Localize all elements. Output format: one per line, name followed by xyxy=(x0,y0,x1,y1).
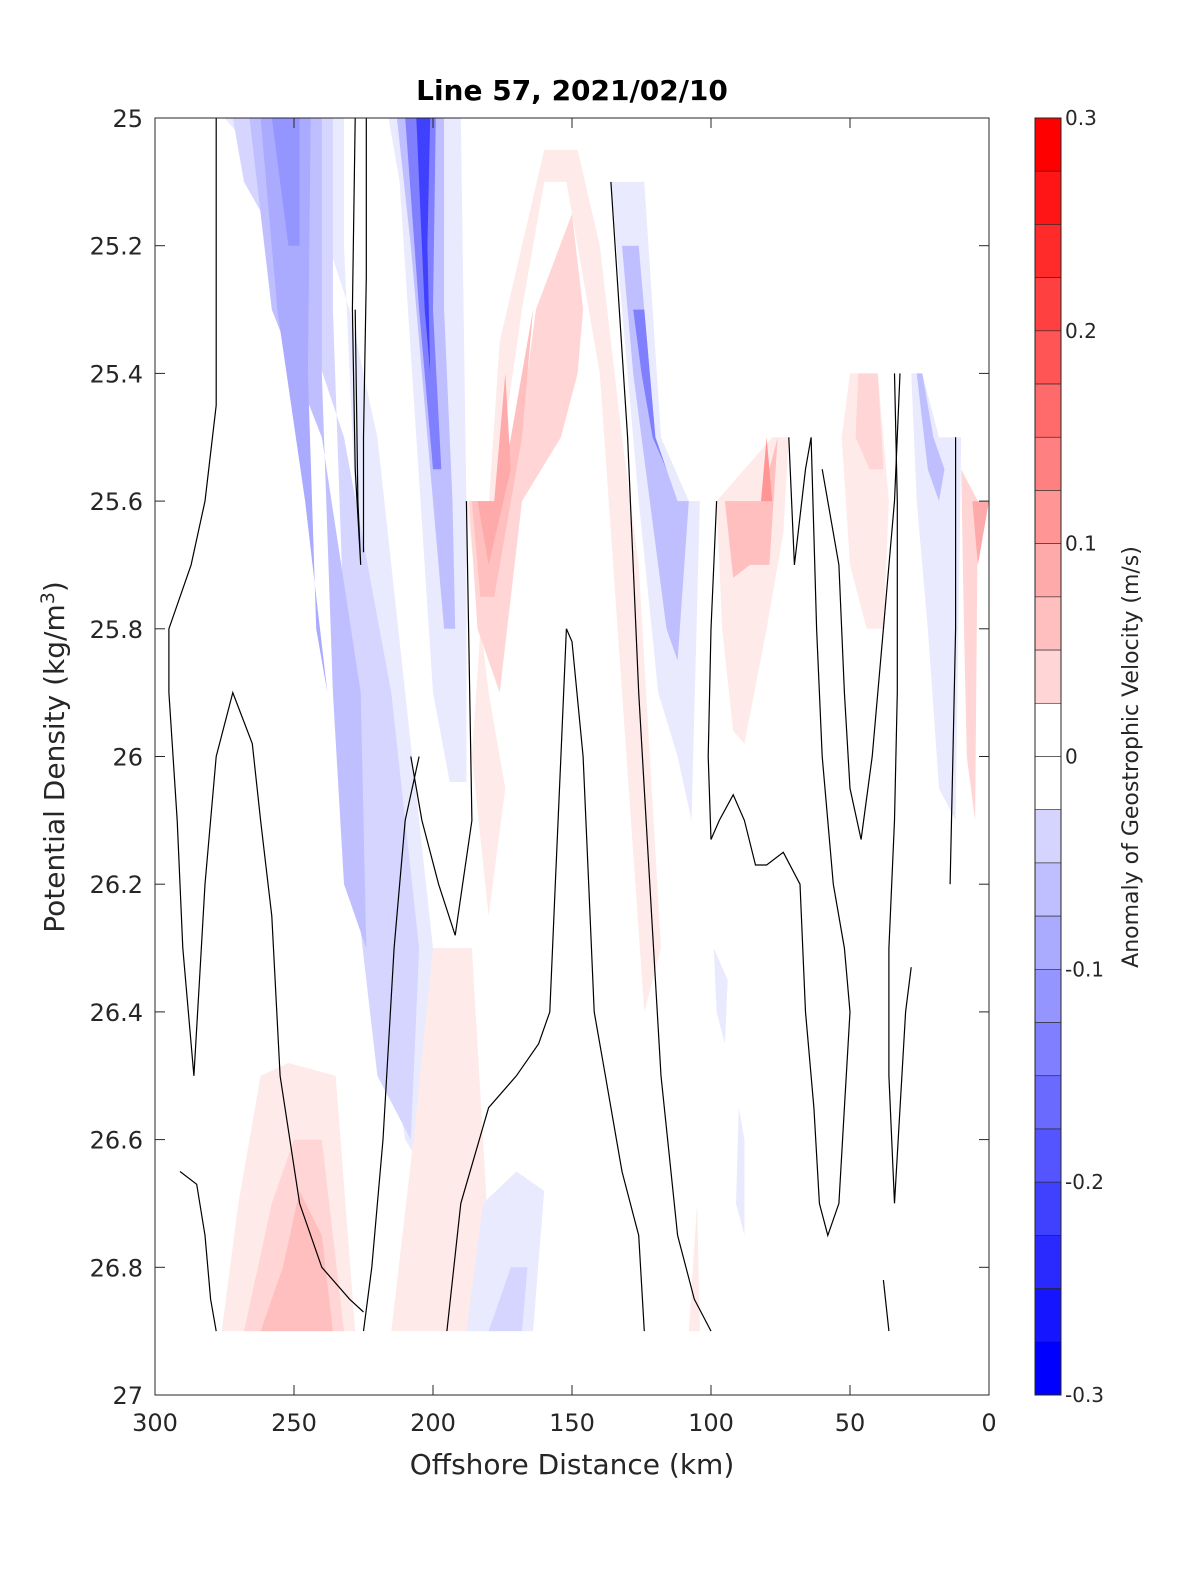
zero-contour-line xyxy=(351,118,362,565)
zero-contour-line xyxy=(168,118,364,1313)
colorbar-swatch xyxy=(1034,649,1062,704)
positive-anomaly-region xyxy=(466,149,661,1012)
y-tick-label: 26 xyxy=(112,744,143,772)
x-tick-label: 0 xyxy=(981,1409,996,1437)
zero-contour-line xyxy=(882,1280,890,1332)
colorbar-swatch xyxy=(1034,436,1062,491)
x-axis-label: Offshore Distance (km) xyxy=(410,1448,735,1481)
colorbar-swatch xyxy=(1034,756,1062,811)
y-tick-label: 25.8 xyxy=(90,616,143,644)
negative-anomaly-region xyxy=(260,118,328,693)
zero-contour-line xyxy=(410,501,473,936)
y-tick-label: 25 xyxy=(112,105,143,133)
colorbar-tick-label: -0.3 xyxy=(1065,1383,1104,1407)
colorbar-swatch xyxy=(1034,224,1062,278)
negative-anomaly-region xyxy=(713,948,728,1044)
positive-anomaly-region xyxy=(724,437,778,578)
colorbar-swatch xyxy=(1034,1181,1062,1236)
x-tick-label: 50 xyxy=(835,1409,866,1437)
positive-anomaly-region xyxy=(961,469,978,821)
y-axis: 25 25.2 25.4 25.6 25.8 26 26.2 26.4 26.6 26.8 27 xyxy=(90,105,989,1410)
zero-contour-line xyxy=(362,756,420,1332)
y-tick-label: 27 xyxy=(112,1382,143,1410)
y-tick-label: 26.6 xyxy=(90,1127,143,1155)
colorbar-tick-label: 0.2 xyxy=(1065,319,1097,343)
negative-anomaly-region xyxy=(633,309,667,470)
zero-contour-line xyxy=(821,373,901,840)
negative-anomaly-region xyxy=(232,118,420,1140)
y-axis-label: Potential Density (kg/m3) xyxy=(37,581,71,933)
colorbar-swatch xyxy=(1034,969,1062,1023)
y-tick-label: 25.2 xyxy=(90,233,143,261)
colorbar-swatch xyxy=(1034,330,1062,385)
y-tick-label: 26.8 xyxy=(90,1254,143,1282)
x-tick-label: 300 xyxy=(132,1409,178,1437)
y-tick-label: 25.4 xyxy=(90,360,143,388)
colorbar-swatch xyxy=(1034,490,1062,544)
y-axis-label-main: Potential Density (kg/m xyxy=(38,604,71,933)
negative-anomaly-region xyxy=(416,118,431,374)
positive-anomaly-region xyxy=(260,1190,333,1332)
negative-anomaly-region xyxy=(405,118,442,470)
y-axis-label-superscript: 3 xyxy=(37,592,59,604)
colorbar-tick-label: 0 xyxy=(1065,745,1078,769)
negative-anomaly-region xyxy=(271,118,300,246)
colorbar-swatch xyxy=(1034,1075,1062,1130)
colorbar-swatch xyxy=(1034,809,1062,864)
colorbar-swatch xyxy=(1034,862,1062,917)
positive-anomaly-region xyxy=(761,437,773,502)
x-axis: 300 250 200 150 100 50 0 xyxy=(132,118,997,1437)
colorbar-tick-label: -0.2 xyxy=(1065,1170,1104,1194)
zero-contour-line xyxy=(610,181,712,1332)
negative-anomaly-region xyxy=(916,373,945,502)
colorbar-tick-label: -0.1 xyxy=(1065,957,1104,981)
x-tick-label: 250 xyxy=(271,1409,317,1437)
colorbar-label: Anomaly of Geostrophic Velocity (m/s) xyxy=(1119,546,1144,968)
filled-contour-regions xyxy=(221,118,989,1332)
negative-anomaly-region xyxy=(249,118,367,949)
colorbar-swatch xyxy=(1034,1235,1062,1289)
colorbar-swatch xyxy=(1034,1341,1062,1396)
colorbar-swatch xyxy=(1034,117,1062,172)
positive-anomaly-region xyxy=(477,373,511,565)
negative-anomaly-region xyxy=(736,1107,745,1236)
colorbar-swatch xyxy=(1034,1128,1062,1183)
colorbar-swatch xyxy=(1034,543,1062,598)
zero-contour-line xyxy=(888,373,912,1204)
positive-anomaly-region xyxy=(972,501,989,565)
colorbar: 0.3 0.2 0.1 0 -0.1 -0.2 -0.3 xyxy=(1034,106,1104,1407)
colorbar-tick-label: 0.3 xyxy=(1065,106,1097,130)
zero-contour-line xyxy=(362,118,367,553)
colorbar-frame xyxy=(1034,117,1062,1396)
x-tick-label: 150 xyxy=(549,1409,595,1437)
y-tick-label: 26.2 xyxy=(90,871,143,899)
y-axis-label-tail: ) xyxy=(38,581,71,592)
colorbar-swatch xyxy=(1034,915,1062,970)
zero-contour-lines xyxy=(168,118,957,1332)
colorbar-swatch xyxy=(1034,1022,1062,1077)
positive-anomaly-region xyxy=(688,1203,700,1332)
zero-contour-line xyxy=(949,437,957,885)
zero-contour-line xyxy=(179,1171,217,1332)
colorbar-swatch xyxy=(1034,170,1062,225)
x-tick-label: 100 xyxy=(688,1409,734,1437)
colorbar-swatch xyxy=(1034,702,1062,757)
colorbar-swatch xyxy=(1034,277,1062,332)
colorbar-swatch xyxy=(1034,1288,1062,1343)
colorbar-swatch xyxy=(1034,596,1062,651)
chart-title: Line 57, 2021/02/10 xyxy=(416,74,728,107)
colorbar-swatch xyxy=(1034,383,1062,438)
zero-contour-line xyxy=(707,437,851,1238)
colorbar-tick-label: 0.1 xyxy=(1065,532,1097,556)
x-tick-label: 200 xyxy=(410,1409,456,1437)
positive-anomaly-region xyxy=(855,373,884,470)
negative-anomaly-region xyxy=(488,1267,528,1332)
y-tick-label: 26.4 xyxy=(90,999,143,1027)
zero-contour-line xyxy=(446,628,645,1332)
negative-anomaly-region xyxy=(911,373,962,821)
y-tick-label: 25.6 xyxy=(90,488,143,516)
positive-anomaly-region xyxy=(391,948,495,1332)
